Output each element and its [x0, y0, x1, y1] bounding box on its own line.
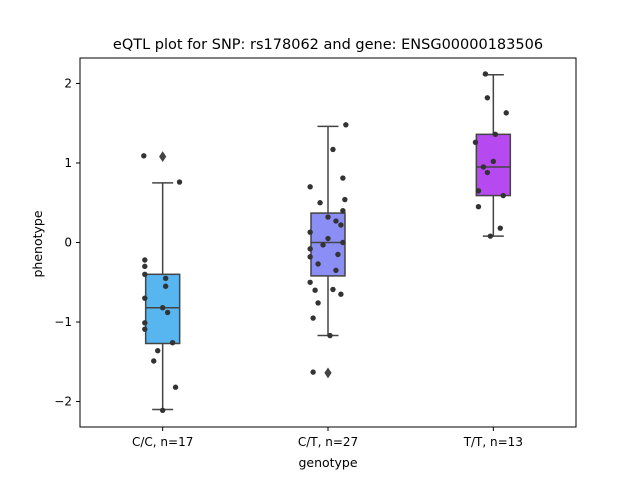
- data-point: [482, 71, 489, 77]
- data-point: [310, 369, 316, 375]
- data-point: [162, 275, 169, 281]
- data-point: [330, 146, 336, 153]
- box-3: [475, 133, 512, 197]
- data-point: [475, 188, 482, 194]
- data-point: [162, 283, 169, 289]
- data-point: [333, 218, 339, 224]
- data-point: [503, 110, 509, 116]
- data-point: [490, 158, 497, 165]
- data-point: [325, 214, 331, 220]
- data-point: [310, 315, 316, 321]
- data-point: [142, 263, 148, 270]
- data-point: [338, 291, 344, 297]
- data-point: [338, 222, 344, 228]
- data-point: [484, 95, 491, 101]
- y-tick-label: −1: [54, 315, 72, 329]
- y-tick-label: 0: [64, 236, 72, 250]
- x-tick-label: T/T, n=13: [463, 435, 523, 449]
- data-point: [172, 384, 179, 390]
- data-point: [142, 320, 148, 326]
- data-point: [327, 332, 333, 339]
- data-point: [342, 196, 348, 203]
- y-tick-label: 2: [64, 76, 72, 90]
- data-point: [151, 358, 157, 364]
- outlier-marker: [324, 367, 332, 379]
- data-point: [141, 153, 147, 159]
- data-point: [497, 225, 503, 231]
- data-point: [155, 347, 161, 354]
- data-point: [487, 233, 494, 239]
- data-point: [312, 287, 318, 293]
- data-point: [307, 254, 313, 260]
- data-point: [492, 131, 499, 138]
- data-point: [142, 295, 148, 301]
- data-point: [484, 169, 491, 176]
- chart-title: eQTL plot for SNP: rs178062 and gene: EN…: [113, 37, 543, 53]
- data-point: [475, 204, 482, 210]
- data-point: [142, 326, 148, 332]
- data-point: [325, 235, 331, 242]
- data-point: [164, 309, 171, 316]
- x-axis-label: genotype: [298, 455, 357, 470]
- data-point: [159, 305, 166, 311]
- data-point: [340, 175, 346, 181]
- data-point: [317, 200, 323, 206]
- data-point: [307, 279, 313, 285]
- data-point: [333, 267, 339, 274]
- y-tick-label: −2: [54, 395, 72, 409]
- data-point: [307, 184, 313, 190]
- data-point: [330, 286, 336, 293]
- data-point: [176, 179, 183, 185]
- data-point: [335, 251, 341, 258]
- x-tick-label: C/T, n=27: [298, 435, 358, 449]
- data-point: [472, 139, 479, 145]
- y-axis-label: phenotype: [30, 210, 45, 277]
- data-point: [142, 257, 148, 263]
- y-tick-label: 1: [64, 156, 72, 170]
- x-tick-label: C/C, n=17: [132, 435, 193, 449]
- data-point: [340, 207, 346, 214]
- outlier-marker: [159, 151, 167, 163]
- data-point: [169, 340, 176, 346]
- data-point: [307, 246, 313, 252]
- data-point: [480, 164, 487, 170]
- data-point: [315, 300, 321, 306]
- data-point: [142, 271, 148, 278]
- data-point: [315, 261, 321, 267]
- data-point: [340, 239, 346, 246]
- data-point: [159, 407, 166, 413]
- data-point: [320, 242, 326, 248]
- data-point: [307, 229, 313, 235]
- data-point: [343, 122, 349, 128]
- data-point: [500, 192, 506, 199]
